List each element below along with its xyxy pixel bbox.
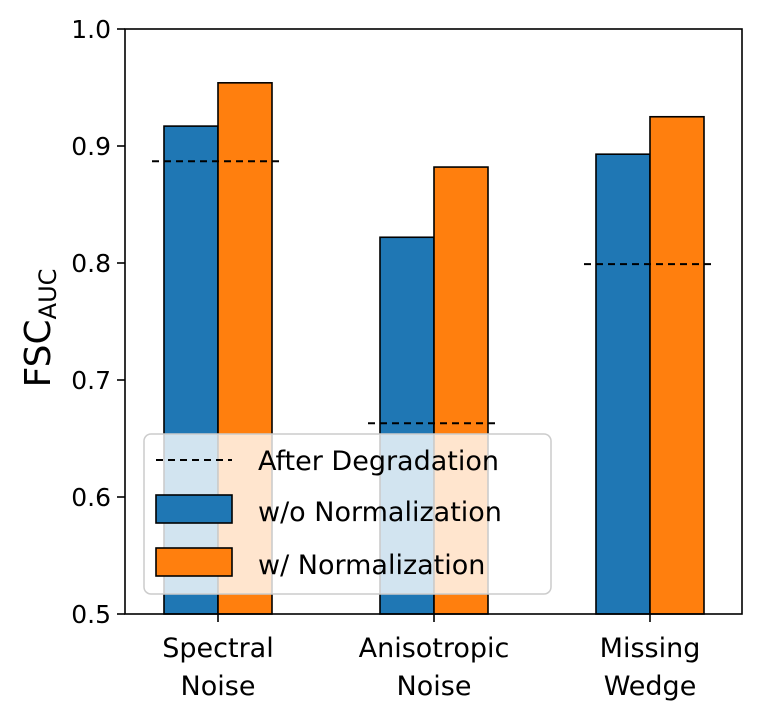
y-tick-label-5: 1.0: [71, 15, 111, 44]
y-tick-label-3: 0.8: [71, 249, 111, 278]
legend-label-after-degradation: After Degradation: [258, 446, 499, 477]
legend-box: [143, 433, 552, 595]
y-tick-label-0: 0.5: [71, 600, 111, 629]
y-axis-label: FSCAUC: [18, 269, 62, 388]
y-tick-label-2: 0.7: [71, 366, 111, 395]
reference-lines-layer: [152, 160, 716, 425]
legend-swatch-wo-normalization: [155, 494, 233, 524]
y-tick-label-1: 0.6: [71, 483, 111, 512]
y-axis-label-sub: AUC: [34, 269, 62, 320]
x-ticks-layer: Spectral Noise Anisotropic Noise Missing Wedg…: [162, 614, 700, 702]
y-axis-label-main: FSC: [18, 319, 59, 387]
legend-swatch-w-normalization: [155, 547, 233, 577]
legend-label-w-normalization: w/ Normalization: [258, 550, 485, 581]
x-tick-label-0: Spectral Noise: [162, 633, 273, 702]
legend: After Degradation w/o Normalization w/ N…: [143, 433, 552, 595]
x-tick-label-2: Missing Wedge: [600, 633, 701, 702]
legend-label-wo-normalization: w/o Normalization: [258, 497, 502, 528]
y-ticks-layer: 0.5 0.6 0.7 0.8 0.9 1.0: [71, 15, 125, 629]
bar-w-normalization-2: [649, 115, 705, 615]
y-tick-label-4: 0.9: [71, 132, 111, 161]
bar-wo-normalization-2: [595, 153, 651, 615]
x-tick-label-1: Anisotropic Noise: [359, 633, 510, 702]
